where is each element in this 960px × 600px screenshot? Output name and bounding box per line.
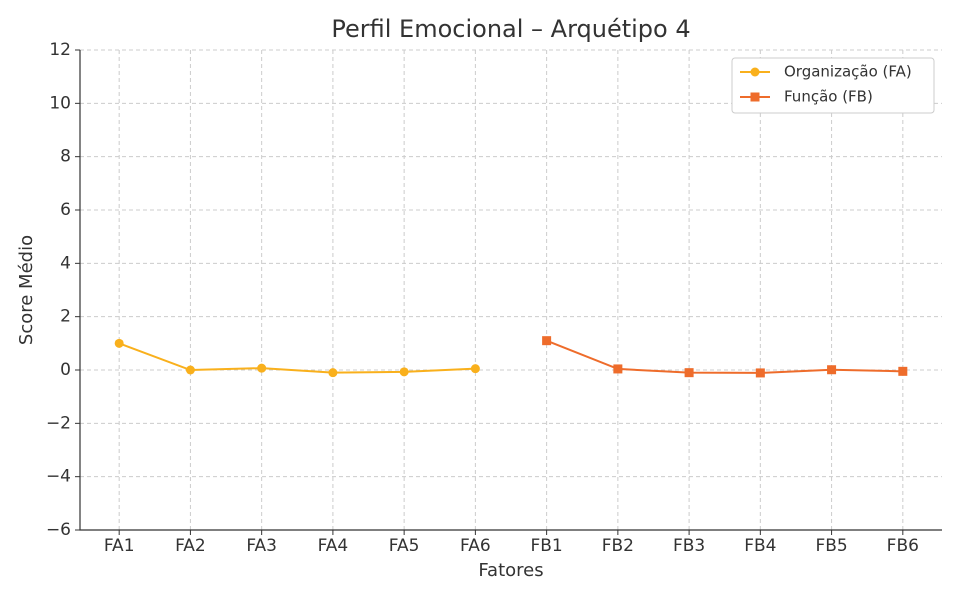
y-tick-label: 4 — [60, 253, 71, 273]
y-tick-label: −2 — [46, 413, 71, 433]
marker — [114, 338, 124, 348]
y-tick-label: 10 — [49, 93, 71, 113]
marker — [684, 368, 694, 378]
axes — [79, 50, 942, 531]
x-tick-label: FA4 — [318, 536, 349, 556]
marker — [827, 365, 837, 375]
y-tick-label: 6 — [60, 200, 71, 220]
x-tick-label: FB6 — [887, 536, 919, 556]
y-axis-label: Score Médio — [16, 235, 37, 345]
marker — [755, 368, 765, 378]
series-line — [546, 339, 903, 374]
y-tick-label: 2 — [60, 307, 71, 327]
x-tick-label: FA3 — [246, 536, 277, 556]
legend-label: Organização (FA) — [784, 63, 912, 81]
legend-box — [731, 57, 935, 114]
chart-title: Perfil Emocional – Arquétipo 4 — [331, 15, 690, 43]
marker — [542, 336, 552, 346]
marker — [613, 364, 623, 374]
x-tick-label: FA5 — [389, 536, 420, 556]
marker — [750, 67, 760, 77]
legend-label: Função (FB) — [784, 88, 873, 106]
marker — [328, 368, 338, 378]
marker — [257, 363, 267, 373]
y-tick-label: 12 — [49, 40, 71, 60]
y-tick-label: −4 — [46, 467, 71, 487]
marker — [185, 365, 195, 375]
y-tick-label: −6 — [46, 520, 71, 540]
marker — [750, 92, 760, 102]
x-tick-label: FB1 — [530, 536, 562, 556]
marker — [470, 364, 480, 374]
x-tick-label: FA2 — [175, 536, 206, 556]
marker — [399, 367, 409, 377]
x-tick-label: FB4 — [744, 536, 776, 556]
series-line — [118, 342, 476, 374]
legend: Organização (FA) Função (FB) — [731, 57, 935, 114]
y-tick-label: 8 — [60, 147, 71, 167]
x-tick-label: FB5 — [815, 536, 847, 556]
y-tick-label: 0 — [60, 360, 71, 380]
x-tick-label: FB3 — [673, 536, 705, 556]
x-tick-label: FB2 — [602, 536, 634, 556]
x-tick-label: FA6 — [460, 536, 491, 556]
marker — [898, 366, 908, 376]
x-tick-label: FA1 — [104, 536, 135, 556]
x-axis-label: Fatores — [478, 560, 543, 581]
